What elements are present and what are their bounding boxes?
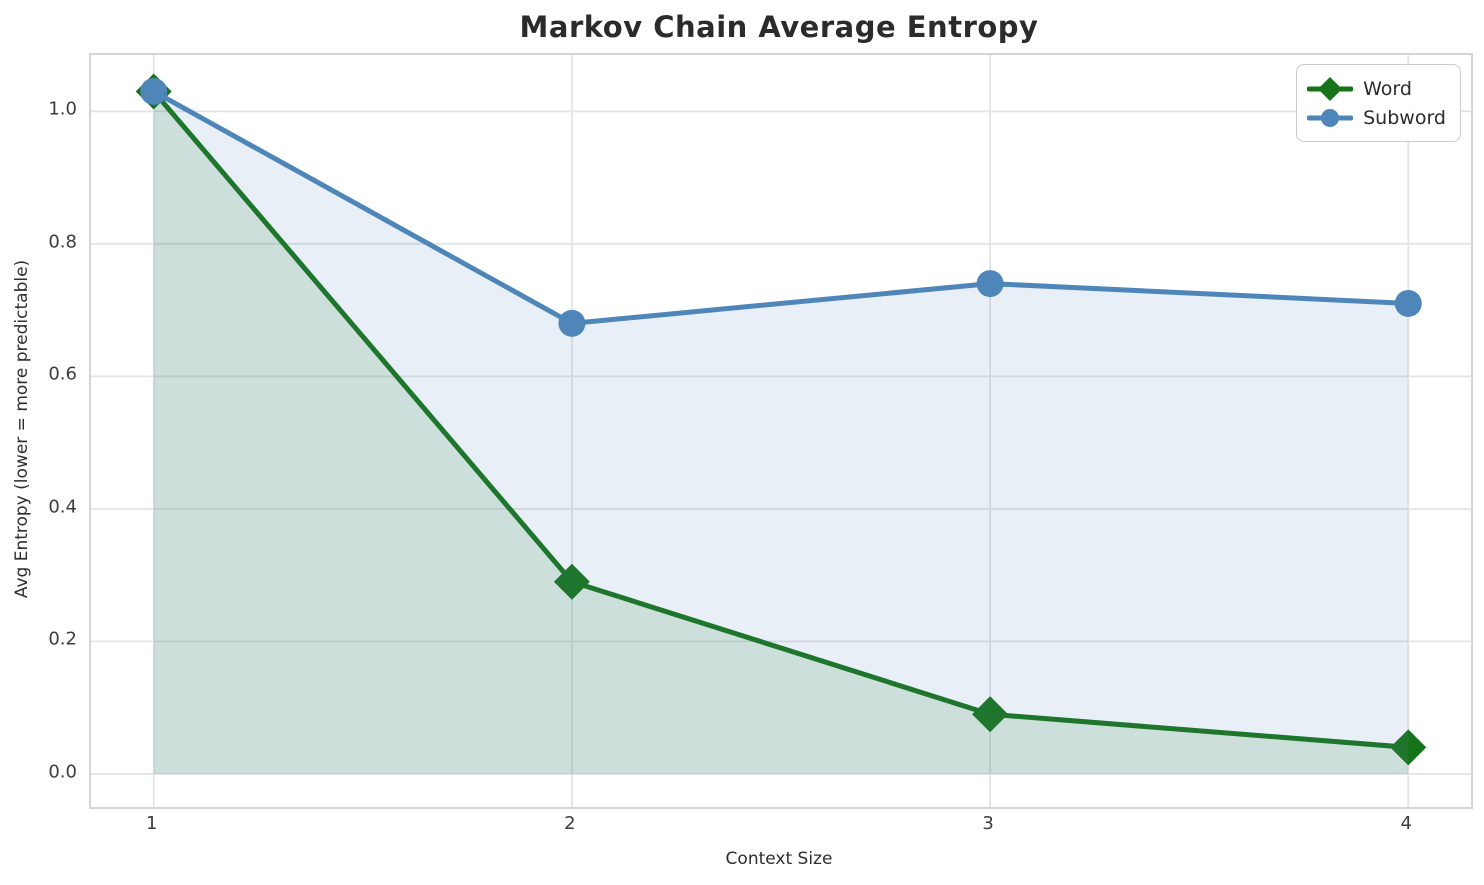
y-tick-label: 0.4 — [48, 496, 77, 518]
line-subword — [151, 88, 1411, 326]
x-tick-label: 4 — [1400, 813, 1412, 834]
y-tick-label: 0.6 — [48, 363, 77, 385]
circle-marker — [1321, 108, 1340, 127]
y-tick-label: 1.0 — [48, 98, 77, 120]
x-tick-label: 3 — [982, 813, 994, 834]
legend-item-subword: Subword — [1307, 103, 1446, 132]
circle-marker — [558, 309, 586, 337]
y-tick-label: 0.2 — [48, 628, 77, 650]
legend-label: Word — [1363, 77, 1412, 100]
y-tick-label: 0.8 — [48, 231, 77, 253]
chart-title: Markov Chain Average Entropy — [519, 10, 1039, 44]
x-tick-label: 2 — [564, 813, 576, 834]
legend-marker-circle-icon — [1307, 108, 1354, 127]
circle-marker — [1394, 289, 1422, 317]
y-axis-label: Avg Entropy (lower = more predictable) — [12, 259, 32, 599]
legend-item-word: Word — [1307, 74, 1446, 103]
plot-area: Word Subword — [89, 53, 1473, 809]
x-axis-label: Context Size — [725, 849, 833, 869]
legend-marker-diamond-icon — [1307, 76, 1354, 101]
circle-marker — [976, 270, 1004, 298]
area-fill-subword — [153, 91, 1409, 774]
plot-canvas — [91, 55, 1471, 807]
legend: Word Subword — [1296, 64, 1461, 142]
y-tick-label: 0.0 — [48, 761, 77, 783]
diamond-marker — [972, 696, 1009, 733]
circle-marker — [140, 77, 168, 105]
diamond-marker — [553, 563, 590, 600]
diamond-marker — [1318, 76, 1343, 101]
diamond-marker — [1390, 729, 1427, 766]
area-fill-word — [153, 91, 1409, 774]
line-word — [151, 88, 1411, 750]
legend-label: Subword — [1363, 106, 1446, 129]
x-tick-label: 1 — [145, 813, 158, 834]
